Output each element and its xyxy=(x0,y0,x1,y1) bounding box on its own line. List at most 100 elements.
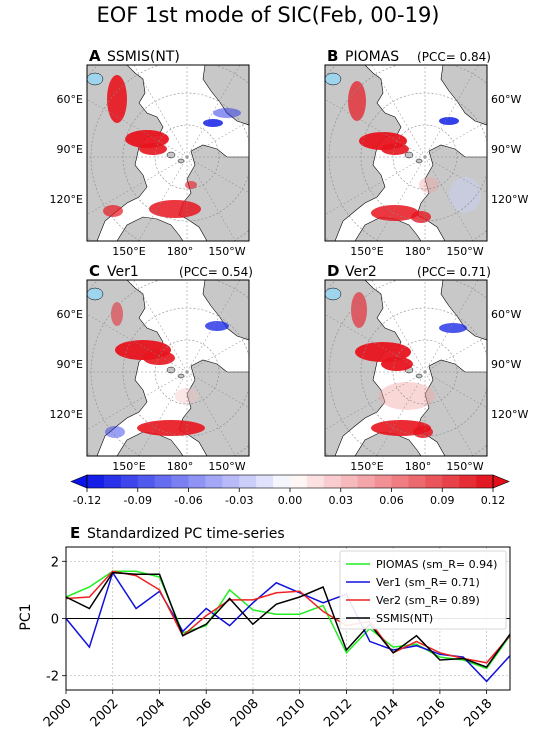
map-bottom-label: 180° xyxy=(167,245,194,258)
x-tick-label: 2000 xyxy=(41,696,75,730)
map-side-label: 60°E xyxy=(57,93,83,106)
colorbar-segment xyxy=(205,475,223,488)
map-side-label: 120°W xyxy=(491,193,528,206)
y-tick-label: 2 xyxy=(51,555,59,570)
colorbar-segment xyxy=(154,475,172,488)
y-tick-label: -2 xyxy=(46,670,59,685)
map-bottom-label: 150°E xyxy=(350,245,383,258)
map-side-label: 90°W xyxy=(491,358,521,371)
map-side-label: 90°E xyxy=(57,143,83,156)
colorbar-segment xyxy=(87,475,105,488)
map-panel-d: D Ver2 (PCC= 0.71) 60°W 90°W 120°W 150°E 180° 15… xyxy=(324,262,528,473)
legend-entry: Ver2 (sm_R= 0.89) xyxy=(376,594,480,607)
map-name-a: SSMIS(NT) xyxy=(107,49,180,65)
y-tick-label: 0 xyxy=(51,613,59,628)
colorbar-segment xyxy=(476,475,494,488)
map-letter-d: D xyxy=(327,262,339,280)
colorbar-max-arrow xyxy=(492,474,510,489)
x-tick-label: 2014 xyxy=(368,696,402,730)
pc-timeseries-chart: E Standardized PC time-series PC1 2000 20… xyxy=(18,524,511,730)
colorbar-segment xyxy=(374,475,392,488)
map-name-c: Ver1 xyxy=(107,264,139,280)
legend-entry: PIOMAS (sm_R= 0.94) xyxy=(376,558,497,571)
colorbar-segment xyxy=(306,475,325,488)
colorbar-segment xyxy=(340,475,358,488)
colorbar-segment xyxy=(188,475,206,488)
map-bottom-label: 180° xyxy=(405,460,432,473)
x-tick-label: 2016 xyxy=(415,696,449,730)
colorbar-segment xyxy=(103,475,122,488)
colorbar-segment xyxy=(391,475,409,488)
colorbar-segment xyxy=(459,475,477,488)
y-axis-label: PC1 xyxy=(18,603,34,630)
map-pcc-d: (PCC= 0.71) xyxy=(417,265,491,279)
colorbar-segment xyxy=(222,475,240,488)
colorbar-segment xyxy=(120,475,139,488)
colorbar-segment xyxy=(425,475,443,488)
series-line-ver1 xyxy=(65,570,511,683)
map-bottom-label: 150°W xyxy=(208,245,245,258)
map-side-label: 120°E xyxy=(50,193,83,206)
colorbar-tick-label: 0.03 xyxy=(329,494,354,507)
map-panel-a: A SSMIS(NT) 60°E 90°E 120°E 150°E 180° 150°W xyxy=(50,47,250,258)
colorbar-segment xyxy=(290,475,308,488)
map-pcc-b: (PCC= 0.84) xyxy=(417,50,491,64)
x-tick-label: 2008 xyxy=(228,696,262,730)
map-bottom-label: 150°W xyxy=(446,245,483,258)
map-pcc-c: (PCC= 0.54) xyxy=(179,265,253,279)
map-side-label: 60°E xyxy=(57,308,83,321)
colorbar-tick-label: 0.09 xyxy=(430,494,455,507)
colorbar-min-arrow xyxy=(70,474,88,489)
x-tick-label: 2004 xyxy=(134,696,168,730)
map-bottom-label: 150°E xyxy=(350,460,383,473)
colorbar-segment xyxy=(357,475,375,488)
map-side-label: 90°E xyxy=(57,358,83,371)
panel-letter-e: E xyxy=(70,524,80,542)
colorbar-tick-label: -0.03 xyxy=(225,494,253,507)
chart-legend: PIOMAS (sm_R= 0.94) Ver1 (sm_R= 0.71) Ver2… xyxy=(339,550,507,630)
timeseries-title: Standardized PC time-series xyxy=(87,526,285,542)
map-side-label: 60°W xyxy=(491,308,521,321)
map-panel-c: C Ver1 (PCC= 0.54) 60°E 90°E 120°E 150°E 180° 15… xyxy=(50,262,253,473)
figure-title: EOF 1st mode of SIC(Feb, 00-19) xyxy=(96,3,439,27)
x-tick-label: 2002 xyxy=(88,696,122,730)
map-bottom-label: 180° xyxy=(167,460,194,473)
colorbar-tick-label: 0.12 xyxy=(481,494,506,507)
colorbar-segment xyxy=(408,475,426,488)
colorbar-segment xyxy=(323,475,342,488)
colorbar-tick-label: 0.06 xyxy=(379,494,404,507)
map-letter-a: A xyxy=(89,47,101,65)
colorbar-segment xyxy=(256,475,274,488)
colorbar-segment xyxy=(273,475,291,488)
x-tick-label: 2010 xyxy=(275,696,309,730)
colorbar-segment xyxy=(442,475,460,488)
map-bottom-label: 150°E xyxy=(112,245,145,258)
map-side-label: 90°W xyxy=(491,143,521,156)
colorbar-segment xyxy=(171,475,189,488)
map-panels: A SSMIS(NT) 60°E 90°E 120°E 150°E 180° 150°W B PI… xyxy=(50,47,529,473)
x-tick-label: 2006 xyxy=(181,696,215,730)
map-letter-c: C xyxy=(89,262,100,280)
map-bottom-label: 150°W xyxy=(446,460,483,473)
series-line-ssmis-nt- xyxy=(65,571,511,669)
map-bottom-label: 150°E xyxy=(112,460,145,473)
colorbar-tick-label: 0.00 xyxy=(278,494,303,507)
map-name-d: Ver2 xyxy=(345,264,377,280)
legend-entry: SSMIS(NT) xyxy=(376,612,433,625)
x-tick-label: 2018 xyxy=(461,696,495,730)
legend-entry: Ver1 (sm_R= 0.71) xyxy=(376,576,480,589)
colorbar-segment xyxy=(239,475,257,488)
series-line-ver2 xyxy=(65,570,511,664)
colorbar-tick-label: -0.12 xyxy=(73,494,101,507)
map-letter-b: B xyxy=(327,47,338,65)
map-side-label: 120°E xyxy=(50,408,83,421)
map-panel-b: B PIOMAS (PCC= 0.84) 60°W 90°W 120°W 150°E 180°… xyxy=(324,47,528,258)
colorbar-tick-label: -0.06 xyxy=(174,494,202,507)
map-bottom-label: 180° xyxy=(405,245,432,258)
map-side-label: 120°W xyxy=(491,408,528,421)
map-name-b: PIOMAS xyxy=(345,49,399,65)
colorbar: -0.12 -0.09 -0.06 -0.03 0.00 0.03 0.06 0.09 0.12 xyxy=(70,474,510,507)
map-side-label: 60°W xyxy=(491,93,521,106)
colorbar-tick-label: -0.09 xyxy=(124,494,152,507)
